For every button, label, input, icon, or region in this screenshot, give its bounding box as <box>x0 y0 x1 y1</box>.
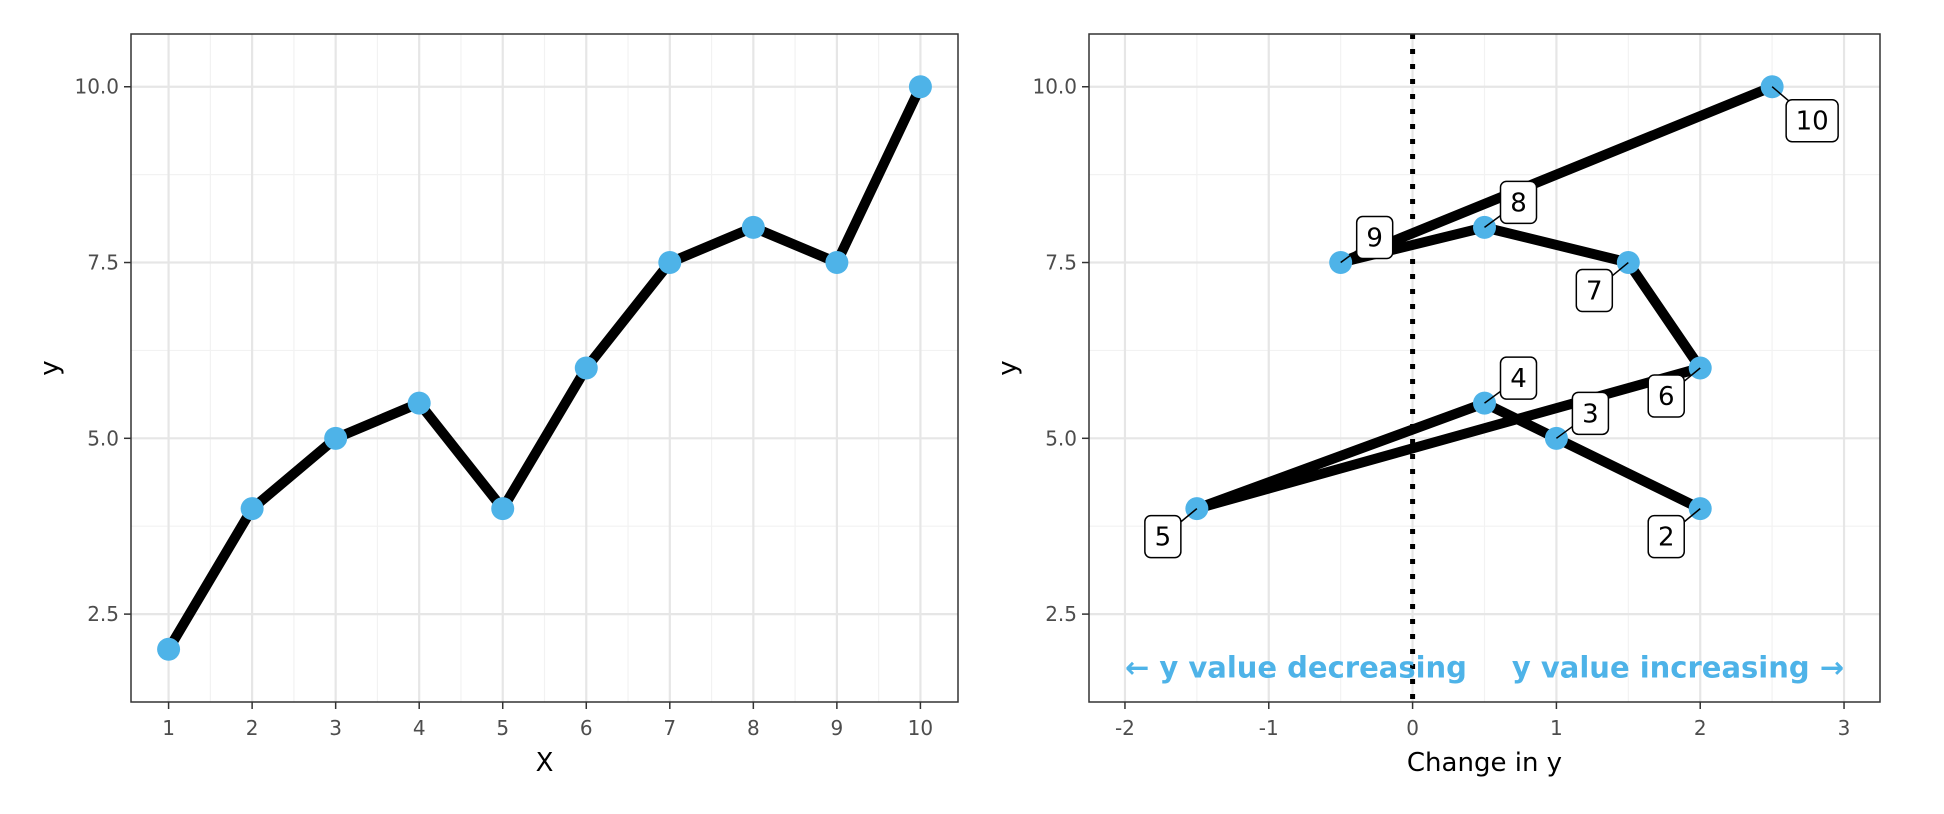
point-label-box <box>1647 514 1685 559</box>
x-tick-label: 3 <box>1838 716 1851 740</box>
x-tick-label: 5 <box>496 716 509 740</box>
y-tick-label: 10.0 <box>74 75 119 99</box>
series-line <box>163 81 926 655</box>
x-tick-label: 0 <box>1406 716 1419 740</box>
point-label-box <box>1144 514 1182 559</box>
point-label: 5 <box>1155 523 1172 553</box>
data-point <box>741 215 765 239</box>
panel-border <box>1088 33 1881 703</box>
x-tick-label: 9 <box>831 716 844 740</box>
x-tick-label: -2 <box>1115 716 1135 740</box>
data-point <box>324 426 348 450</box>
x-tick-label: 1 <box>162 716 175 740</box>
y-axis-title: y <box>993 360 1023 375</box>
x-tick-label: 2 <box>246 716 259 740</box>
x-tick-label: 2 <box>1694 716 1707 740</box>
annotation-text: y value increasing → <box>1512 650 1844 684</box>
data-point <box>574 356 598 380</box>
x-tick-label: 10 <box>908 716 933 740</box>
point-label-box <box>1571 391 1610 436</box>
point-label: 2 <box>1658 523 1675 553</box>
point-label: 4 <box>1510 364 1527 394</box>
x-tick-label: 1 <box>1550 716 1563 740</box>
point-label-box <box>1575 268 1614 313</box>
point-label-box <box>1499 180 1538 225</box>
x-tick-label: 3 <box>329 716 342 740</box>
x-tick-label: -1 <box>1259 716 1279 740</box>
point-label: 10 <box>1796 107 1829 137</box>
y-tick-label: 2.5 <box>87 602 119 626</box>
y-tick-label: 7.5 <box>1045 251 1077 275</box>
point-label: 6 <box>1658 382 1675 412</box>
data-point <box>908 75 932 99</box>
x-tick-label: 4 <box>413 716 426 740</box>
x-tick-label: 8 <box>747 716 760 740</box>
annotation-text: ← y value decreasing <box>1125 650 1467 684</box>
data-point <box>491 497 515 521</box>
data-point <box>240 497 264 521</box>
panel-border <box>130 33 959 703</box>
x-tick-label: 7 <box>663 716 676 740</box>
y-tick-label: 7.5 <box>87 251 119 275</box>
point-label-box <box>1785 98 1839 143</box>
chart-panel-1: 2.5 5.0 7.5 10.0 1 2 3 4 5 6 7 8 9 10 Xy <box>35 33 959 778</box>
x-axis-title: Change in y <box>1407 748 1562 778</box>
point-label: 3 <box>1582 399 1599 429</box>
point-label: 9 <box>1366 224 1383 254</box>
y-tick-label: 10.0 <box>1032 75 1077 99</box>
point-label-box <box>1499 356 1538 400</box>
data-point <box>407 391 431 415</box>
x-tick-label: 6 <box>580 716 593 740</box>
chart-panel-2: 2.5 5.0 7.5 10.0 -2 -1 0 1 2 3 Change in y y 2 3 4 5 6 7 8… <box>993 33 1881 778</box>
y-axis-title: y <box>35 360 65 375</box>
data-point <box>658 251 682 275</box>
x-axis-title: X <box>536 748 554 778</box>
data-point <box>157 637 181 661</box>
point-label: 7 <box>1586 277 1603 307</box>
y-tick-label: 2.5 <box>1045 602 1077 626</box>
point-label-box <box>1647 374 1685 418</box>
y-tick-label: 5.0 <box>1045 426 1077 450</box>
point-label: 8 <box>1510 188 1527 218</box>
point-label-box <box>1355 215 1394 260</box>
y-tick-label: 5.0 <box>87 426 119 450</box>
data-point <box>825 251 849 275</box>
